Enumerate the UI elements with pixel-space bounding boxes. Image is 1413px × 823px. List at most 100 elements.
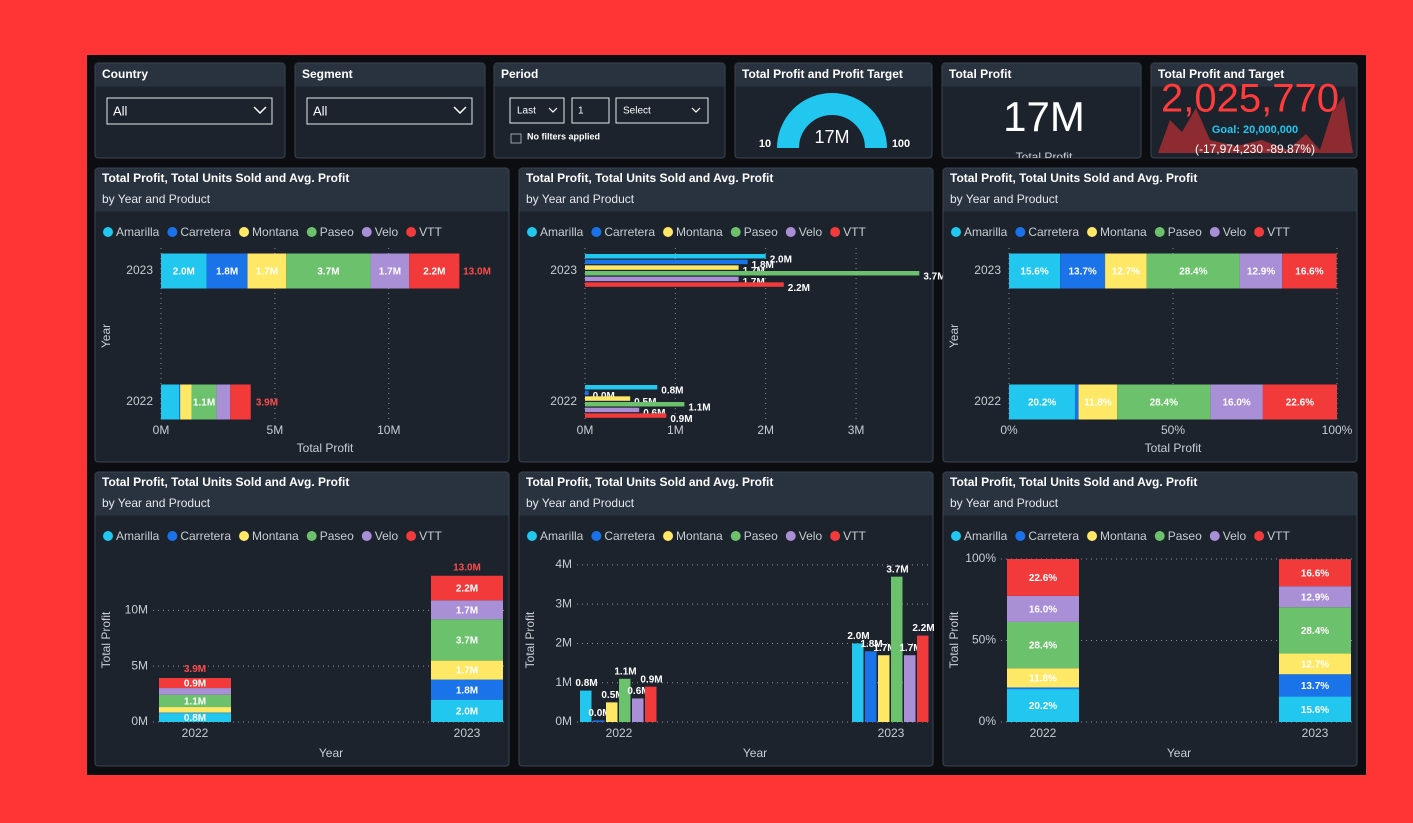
- y-tick-label: 100%: [965, 551, 996, 565]
- dropdown-value: All: [313, 103, 328, 118]
- data-label: 1.1M: [193, 398, 215, 409]
- bar-segment: [1117, 384, 1211, 420]
- dropdown[interactable]: [106, 97, 273, 125]
- legend-label: Amarilla: [116, 225, 160, 239]
- data-label: 20.2%: [1029, 701, 1057, 712]
- column-segment: [1007, 668, 1079, 688]
- x-tick-label: 2022: [1030, 726, 1057, 740]
- bar-segment: [1009, 384, 1076, 420]
- column: [904, 655, 916, 722]
- legend-marker: [730, 227, 741, 237]
- y-tick-label: 1M: [555, 675, 572, 689]
- x-tick-label: 2M: [757, 423, 774, 437]
- legend-marker: [361, 227, 372, 237]
- gauge-arc: [777, 93, 887, 149]
- legend-label: Amarilla: [540, 529, 584, 543]
- column-segment: [1279, 607, 1351, 654]
- bar: [585, 413, 667, 418]
- chart-title: Total Profit, Total Units Sold and Avg. …: [950, 475, 1197, 489]
- chevron: [548, 107, 558, 113]
- card-header: [735, 63, 932, 87]
- data-label: 12.9%: [1301, 592, 1329, 603]
- bar-segment: [161, 384, 180, 420]
- legend-marker: [951, 227, 961, 237]
- column-segment: [1279, 696, 1351, 722]
- number-input[interactable]: [571, 97, 610, 124]
- x-tick-label: 10M: [377, 423, 400, 437]
- column: [852, 643, 864, 722]
- data-label: 28.4%: [1150, 398, 1178, 409]
- data-label: 1.7M: [456, 605, 478, 616]
- column-segment: [1279, 674, 1351, 697]
- card-header: [1151, 63, 1357, 87]
- gauge-title: Total Profit and Profit Target: [742, 67, 903, 81]
- bar-segment: [1009, 253, 1061, 289]
- x-tick-label: 1M: [667, 423, 684, 437]
- legend-label: Velo: [799, 529, 823, 543]
- dropdown-value: Select: [623, 106, 651, 117]
- y-axis-title: Total Profit: [99, 611, 113, 668]
- dropdown[interactable]: [306, 97, 473, 125]
- bar-segment: [409, 253, 460, 289]
- legend-marker: [406, 531, 417, 541]
- kpi-variance: (-17,974,230 -89.87%): [1195, 142, 1315, 156]
- y-tick-label: 0M: [131, 714, 148, 728]
- bar-segment: [191, 384, 217, 420]
- legend-label: Velo: [1223, 529, 1247, 543]
- card-header: [494, 63, 725, 87]
- chart-title: Total Profit, Total Units Sold and Avg. …: [950, 171, 1197, 185]
- data-label: 12.7%: [1301, 660, 1329, 671]
- kpi-card: [941, 62, 1142, 159]
- kpi-value: 2,025,770: [1161, 77, 1339, 121]
- y-tick-label: 0M: [555, 714, 572, 728]
- legend-label: Paseo: [744, 529, 778, 543]
- data-label: 11.8%: [1029, 673, 1057, 684]
- legend-label: Carretera: [1028, 529, 1079, 543]
- legend-label: Carretera: [180, 225, 231, 239]
- total-label: 3.9M: [184, 664, 206, 675]
- data-label: 2.0M: [847, 631, 869, 642]
- column: [580, 690, 592, 722]
- legend-marker: [239, 227, 250, 237]
- bar: [585, 390, 589, 396]
- legend-label: Velo: [375, 529, 399, 543]
- y-tick-label: 4M: [555, 557, 572, 571]
- dropdown[interactable]: [615, 97, 709, 124]
- chart-subtitle: by Year and Product: [526, 496, 635, 510]
- x-tick-label: 0M: [577, 423, 594, 437]
- data-label: 13.7%: [1068, 267, 1096, 278]
- filter-status: No filters applied: [527, 131, 600, 141]
- bar-segment: [180, 384, 192, 420]
- slicer-title: Period: [501, 67, 538, 81]
- data-label: 0.8M: [184, 713, 206, 724]
- data-label: 2.2M: [423, 267, 445, 278]
- legend-marker: [591, 531, 602, 541]
- column-segment: [159, 678, 231, 689]
- data-label: 3.7M: [886, 564, 908, 575]
- y-tick-label: 10M: [125, 603, 148, 617]
- x-tick-label: 2023: [454, 726, 481, 740]
- data-label: 0.0M: [588, 708, 610, 719]
- column-segment: [431, 600, 503, 620]
- chart-title: Total Profit, Total Units Sold and Avg. …: [526, 475, 773, 489]
- column-segment: [431, 575, 503, 601]
- bar: [585, 407, 640, 413]
- gauge-value: 17M: [814, 127, 849, 147]
- card-label: Total Profit: [1016, 150, 1073, 164]
- data-label: 1.7M: [379, 267, 401, 278]
- y-axis-title: Total Profit: [947, 611, 961, 668]
- column-segment: [1007, 621, 1079, 669]
- bar: [585, 254, 766, 259]
- gauge-max: 100: [892, 138, 910, 150]
- slicer-title: Country: [102, 67, 148, 81]
- data-label: 1.7M: [256, 267, 278, 278]
- legend-marker: [663, 531, 674, 541]
- bar-segment: [286, 253, 371, 289]
- x-tick-label: 100%: [1322, 423, 1353, 437]
- gauge-min: 10: [759, 138, 771, 150]
- legend-label: Paseo: [744, 225, 778, 239]
- legend-marker: [785, 227, 796, 237]
- column-segment: [159, 713, 231, 722]
- column-segment: [1007, 689, 1079, 722]
